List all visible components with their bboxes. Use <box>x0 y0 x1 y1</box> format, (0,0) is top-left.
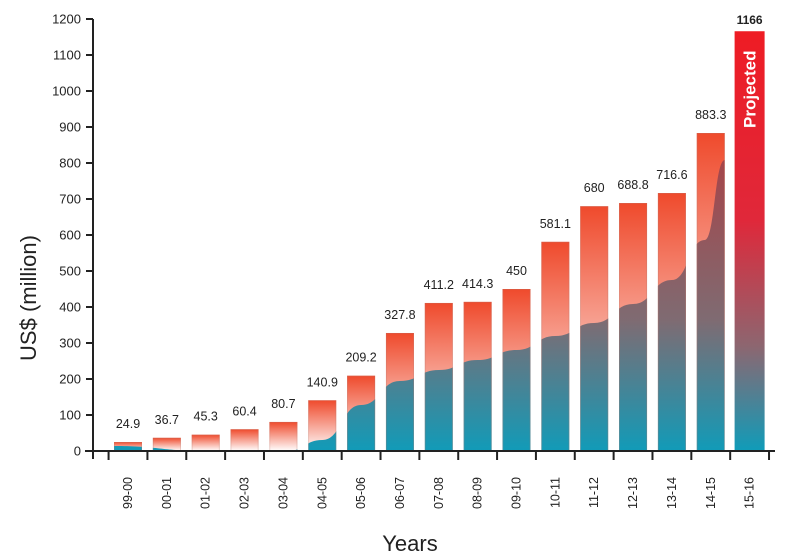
bar <box>230 429 259 451</box>
bar-projected <box>734 31 765 452</box>
y-tick-label: 900 <box>59 120 81 135</box>
bar <box>269 421 298 451</box>
data-label: 411.2 <box>424 278 454 292</box>
data-label: 36.7 <box>155 413 179 427</box>
x-tick-label: 01-02 <box>199 477 213 509</box>
x-tick-label: 04-05 <box>315 477 329 509</box>
y-axis-ticks: 0 100 200 300 400 500 600 700 800 900 1000 1100 1200 <box>52 12 93 459</box>
x-tick-label: 12-13 <box>626 477 640 509</box>
x-tick-label: 15-16 <box>743 477 757 509</box>
y-tick-label: 1100 <box>53 48 81 63</box>
x-tick-label: 00-01 <box>160 477 174 509</box>
data-labels: 24.9 36.7 45.3 60.4 80.7 140.9 209.2 327.8 411.2… <box>116 13 763 431</box>
projected-annotation: Projected <box>741 50 760 127</box>
x-tick-label: 06-07 <box>393 477 407 509</box>
y-tick-label: 700 <box>59 192 81 207</box>
data-label: 140.9 <box>307 375 338 389</box>
data-label: 716.6 <box>656 168 687 182</box>
data-label: 45.3 <box>194 410 218 424</box>
x-tick-label: 09-10 <box>510 477 524 509</box>
y-tick-label: 300 <box>59 336 81 351</box>
y-tick-label: 0 <box>74 444 81 459</box>
x-tick-label: 99-00 <box>121 477 135 509</box>
x-tick-label: 07-08 <box>432 477 446 509</box>
y-tick-label: 400 <box>59 300 81 315</box>
y-tick-label: 500 <box>59 264 81 279</box>
bar <box>191 434 220 451</box>
x-tick-label: 10-11 <box>548 477 562 508</box>
data-label: 209.2 <box>345 351 376 365</box>
data-label: 680 <box>584 181 605 195</box>
bar <box>152 437 181 451</box>
x-tick-label: 14-15 <box>704 477 718 509</box>
y-tick-label: 800 <box>59 156 81 171</box>
x-tick-label: 13-14 <box>665 477 679 509</box>
x-tick-label: 02-03 <box>238 477 252 509</box>
data-label: 1166 <box>737 13 763 27</box>
data-label: 450 <box>506 264 527 278</box>
projected-bar-group: Projected <box>734 31 765 452</box>
y-tick-label: 100 <box>59 408 81 423</box>
axes <box>85 19 775 459</box>
x-axis-ticks: 99-00 00-01 01-02 02-03 03-04 04-05 05-06 06-07… <box>107 451 771 509</box>
data-label: 581.1 <box>540 217 571 231</box>
data-label: 688.8 <box>617 178 648 192</box>
x-tick-label: 03-04 <box>276 477 290 509</box>
data-label: 60.4 <box>232 404 256 418</box>
y-tick-label: 1200 <box>52 12 81 27</box>
y-tick-label: 600 <box>59 228 81 243</box>
x-tick-label: 08-09 <box>471 477 485 509</box>
data-label: 327.8 <box>384 308 415 322</box>
x-axis-label: Years <box>382 531 437 551</box>
y-axis-label: US$ (million) <box>16 235 41 361</box>
x-tick-label: 05-06 <box>354 477 368 509</box>
data-label: 414.3 <box>462 277 493 291</box>
y-tick-label: 1000 <box>52 84 81 99</box>
data-label: 80.7 <box>271 397 295 411</box>
data-label: 24.9 <box>116 417 140 431</box>
x-tick-label: 11-12 <box>587 477 601 508</box>
y-tick-label: 200 <box>59 372 81 387</box>
data-label: 883.3 <box>695 108 726 122</box>
